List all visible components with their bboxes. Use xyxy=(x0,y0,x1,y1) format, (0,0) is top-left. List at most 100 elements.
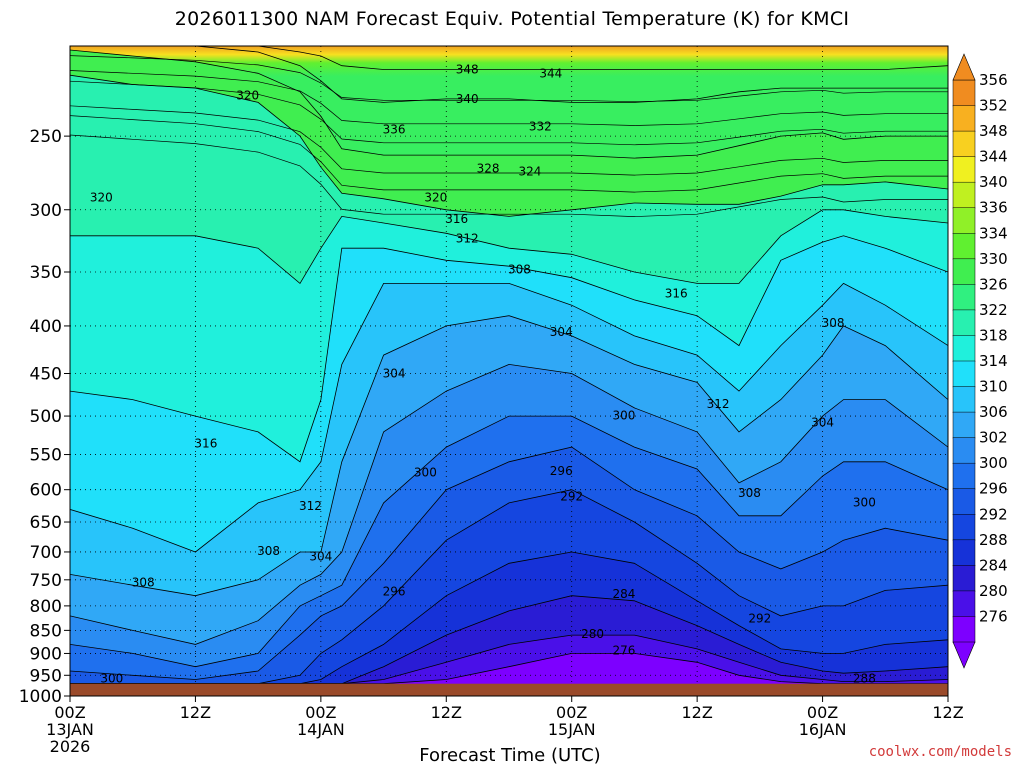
colorbar-swatch xyxy=(952,233,976,260)
contour-label: 332 xyxy=(529,119,552,133)
contour-label: 300 xyxy=(853,495,876,509)
contour-label: 340 xyxy=(456,92,479,106)
x-tick-date: 16JAN xyxy=(799,720,847,739)
colorbar-swatch xyxy=(952,437,976,464)
colorbar-label: 276 xyxy=(979,607,1008,625)
contour-label: 312 xyxy=(299,499,322,513)
x-tick-label: 00Z xyxy=(54,703,85,722)
y-tick-label: 650 xyxy=(30,513,62,533)
x-tick-label: 12Z xyxy=(180,703,211,722)
colorbar-label: 300 xyxy=(979,454,1008,472)
y-tick-label: 800 xyxy=(30,597,62,617)
x-axis-label: Forecast Time (UTC) xyxy=(419,745,601,766)
x-tick-date: 14JAN xyxy=(297,720,345,739)
contour-label: 316 xyxy=(665,286,688,300)
contour-label: 316 xyxy=(445,212,468,226)
colorbar-label: 344 xyxy=(979,148,1008,166)
colorbar-swatch xyxy=(952,386,976,413)
colorbar-swatch xyxy=(952,335,976,362)
contour-aux xyxy=(70,55,948,103)
y-tick-label: 300 xyxy=(30,201,62,221)
colorbar-label: 330 xyxy=(979,250,1008,268)
contour-label: 304 xyxy=(550,325,573,339)
contour-label: 280 xyxy=(581,627,604,641)
colorbar-label: 340 xyxy=(979,173,1008,191)
x-tick-label: 00Z xyxy=(305,703,336,722)
colorbar-swatch xyxy=(952,462,976,490)
contour-352 xyxy=(70,46,948,70)
contour-label: 300 xyxy=(414,466,437,480)
y-tick-label: 400 xyxy=(30,317,62,337)
contour-label: 300 xyxy=(100,672,123,686)
contour-label: 320 xyxy=(236,88,259,102)
contour-label: 348 xyxy=(456,63,479,77)
contour-label: 308 xyxy=(508,263,531,277)
colorbar-label: 334 xyxy=(979,224,1008,242)
colorbar-label: 356 xyxy=(979,71,1008,89)
contour-label: 312 xyxy=(707,397,730,411)
contour-314 xyxy=(70,235,948,463)
y-tick-label: 500 xyxy=(30,407,62,427)
contour-label: 308 xyxy=(257,544,280,558)
colorbar-swatch xyxy=(952,565,976,592)
contour-label: 300 xyxy=(613,408,636,422)
colorbar-swatch xyxy=(952,79,976,107)
y-tick-label: 450 xyxy=(30,365,62,385)
colorbar-swatch xyxy=(952,539,976,567)
y-tick-label: 750 xyxy=(30,571,62,591)
colorbar-label: 306 xyxy=(979,403,1008,421)
colorbar-swatch xyxy=(952,411,976,439)
colorbar-swatch xyxy=(952,616,976,643)
contour-aux xyxy=(70,115,948,193)
colorbar-swatch xyxy=(952,488,976,516)
contour-label: 308 xyxy=(132,575,155,589)
colorbar-label: 280 xyxy=(979,582,1008,600)
x-tick-label: 00Z xyxy=(807,703,838,722)
y-tick-label: 700 xyxy=(30,543,62,563)
credit-link[interactable]: coolwx.com/models xyxy=(868,744,1012,760)
contour-310 xyxy=(70,282,948,553)
contour-label: 308 xyxy=(738,486,761,500)
colorbar: 356 352 348 344 340 336 334 330 326 322 318 314 310 3… xyxy=(952,53,1008,669)
colorbar-swatch xyxy=(952,156,976,183)
y-axis-ticks: 250 300 350 400 450 500 550 600 650 700 750 800 850 9… xyxy=(19,127,70,707)
colorbar-label: 288 xyxy=(979,531,1008,549)
colorbar-swatch xyxy=(952,181,976,209)
colorbar-label: 326 xyxy=(979,275,1008,293)
contour-aux xyxy=(70,105,948,176)
contour-label: 344 xyxy=(539,66,562,80)
contour-label: 276 xyxy=(613,643,636,657)
colorbar-swatch xyxy=(952,309,976,337)
contour-label: 292 xyxy=(560,489,583,503)
y-tick-label: 850 xyxy=(30,621,62,641)
y-tick-label: 250 xyxy=(30,127,62,147)
colorbar-label: 348 xyxy=(979,122,1008,140)
contour-label: 316 xyxy=(194,436,217,450)
x-tick-year: 2026 xyxy=(50,737,91,756)
colorbar-label: 284 xyxy=(979,556,1008,574)
contour-318 xyxy=(70,209,948,285)
colorbar-label: 296 xyxy=(979,480,1008,498)
x-tick-label: 00Z xyxy=(556,703,587,722)
x-tick-label: 12Z xyxy=(681,703,712,722)
colorbar-swatch xyxy=(952,130,976,158)
colorbar-label: 318 xyxy=(979,326,1008,344)
contour-label: 304 xyxy=(383,367,406,381)
colorbar-label: 336 xyxy=(979,199,1008,217)
contour-label: 336 xyxy=(383,123,406,137)
contour-label: 304 xyxy=(811,415,834,429)
colorbar-swatch xyxy=(952,360,976,388)
contour-aux xyxy=(70,80,948,146)
plot-frame xyxy=(69,45,949,697)
x-tick-date: 13JAN xyxy=(46,720,94,739)
colorbar-label: 302 xyxy=(979,429,1008,447)
colorbar-label: 310 xyxy=(979,378,1008,396)
colorbar-top-arrow xyxy=(952,53,976,81)
y-tick-label: 600 xyxy=(30,481,62,501)
contour-label: 324 xyxy=(518,165,541,179)
x-tick-date: 15JAN xyxy=(548,720,596,739)
contour-330 xyxy=(70,49,948,159)
y-tick-label: 950 xyxy=(30,666,62,686)
